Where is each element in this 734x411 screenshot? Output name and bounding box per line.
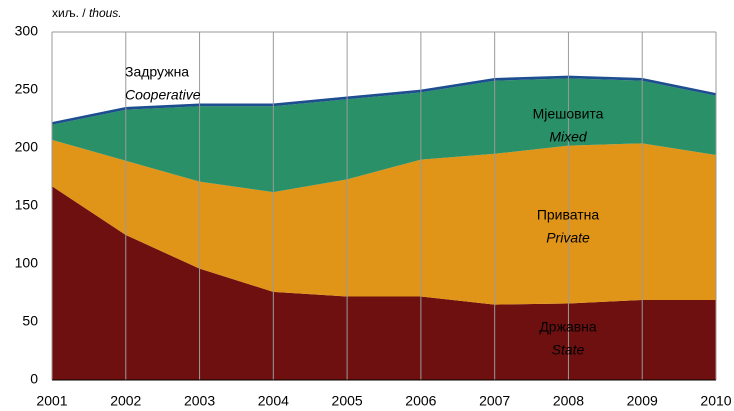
series-label-en: Cooperative [125, 87, 201, 103]
x-tick-label: 2006 [405, 393, 436, 409]
y-tick-label: 150 [15, 197, 39, 213]
unit-local: хиљ. / [52, 6, 86, 20]
x-tick-label: 2004 [258, 393, 289, 409]
series-label: Мјешовита [533, 106, 604, 122]
area [52, 139, 716, 305]
series-label-en: Mixed [549, 129, 588, 145]
series-label-en: Private [546, 230, 590, 246]
x-tick-label: 2010 [700, 393, 731, 409]
x-tick-label: 2007 [479, 393, 510, 409]
y-tick-label: 200 [15, 139, 39, 155]
series-label: Приватна [537, 207, 600, 223]
y-tick-label: 0 [30, 371, 38, 387]
x-tick-label: 2005 [332, 393, 363, 409]
top-line [51, 75, 717, 125]
series-label: Државна [539, 319, 597, 335]
x-tick-label: 2001 [36, 393, 67, 409]
x-tick-label: 2008 [553, 393, 584, 409]
y-tick-label: 300 [15, 23, 39, 39]
series-label: Задружна [125, 64, 189, 80]
y-tick-label: 100 [15, 255, 39, 271]
series-label-en: State [552, 342, 585, 358]
x-tick-label: 2003 [184, 393, 215, 409]
area [52, 78, 716, 193]
area [52, 186, 716, 380]
y-tick-label: 50 [22, 313, 38, 329]
y-axis-unit: хиљ. / thous. [52, 6, 122, 20]
x-tick-label: 2009 [627, 393, 658, 409]
x-tick-label: 2002 [110, 393, 141, 409]
y-tick-label: 250 [15, 81, 39, 97]
unit-en: thous. [89, 6, 122, 20]
